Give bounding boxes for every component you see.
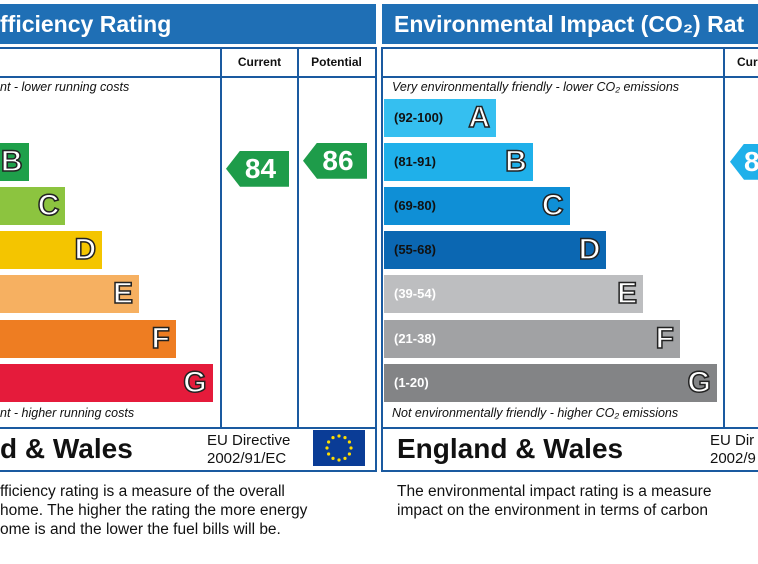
co2-desc-line2: impact on the environment in terms of ca… bbox=[397, 502, 709, 519]
energy-col-divider-2 bbox=[297, 47, 299, 428]
co2-band-letter: F bbox=[655, 321, 675, 356]
co2-band-letter: G bbox=[687, 365, 712, 400]
eu-star bbox=[337, 434, 341, 438]
co2-band-letter: D bbox=[578, 232, 601, 267]
energy-current-arrow: 84 bbox=[226, 150, 289, 187]
energy-header-rule bbox=[0, 76, 376, 78]
energy-band-letter: F bbox=[151, 321, 171, 356]
energy-band-letter: E bbox=[112, 277, 134, 312]
energy-band-d: D bbox=[0, 231, 103, 270]
co2-band-letter: C bbox=[541, 188, 564, 223]
energy-bottom-note: nt - higher running costs bbox=[0, 406, 135, 420]
co2-band-range: (1-20) bbox=[394, 374, 429, 390]
co2-band-range: (81-91) bbox=[394, 153, 436, 169]
energy-desc-line3: ome is and the lower the fuel bills will… bbox=[0, 521, 281, 538]
energy-band-f: F bbox=[0, 319, 176, 358]
co2-rating-title: Environmental Impact (CO₂) Rat bbox=[382, 4, 758, 44]
co2-top-note: Very environmentally friendly - lower CO… bbox=[392, 80, 680, 94]
energy-directive: EU Directive 2002/91/EC bbox=[207, 432, 290, 468]
co2-band-letter: B bbox=[504, 144, 527, 179]
energy-band-b: B bbox=[0, 142, 29, 181]
co2-current-header: Cur bbox=[737, 55, 758, 69]
co2-chart-clip: Cur bbox=[381, 47, 758, 473]
co2-band-range: (55-68) bbox=[394, 242, 436, 258]
energy-chart-frame bbox=[0, 47, 377, 472]
energy-band-letter: C bbox=[37, 188, 60, 223]
eu-stars-icon bbox=[325, 434, 353, 462]
eu-flag bbox=[313, 430, 365, 466]
energy-region-label: d & Wales bbox=[0, 433, 133, 464]
energy-footer-rule bbox=[0, 427, 376, 429]
eu-star bbox=[343, 436, 347, 440]
co2-directive-clip: EU Dir 2002/9 bbox=[710, 432, 758, 468]
eu-star bbox=[327, 452, 331, 456]
co2-band-c: (69-80) C bbox=[384, 186, 570, 225]
eu-star bbox=[327, 440, 331, 444]
co2-band-range: (21-38) bbox=[394, 330, 436, 346]
co2-bottom-note: Not environmentally friendly - higher CO… bbox=[392, 406, 679, 420]
energy-directive-line2: 2002/91/EC bbox=[207, 450, 287, 467]
co2-title-text: Environmental Impact (CO₂) Rat bbox=[394, 11, 745, 37]
co2-description: The environmental impact rating is a mea… bbox=[397, 482, 711, 520]
co2-col-divider bbox=[723, 47, 725, 428]
co2-band-a: (92-100) A bbox=[384, 98, 496, 137]
energy-potential-header: Potential bbox=[311, 55, 362, 69]
energy-rating-title: fficiency Rating bbox=[0, 4, 376, 44]
eu-star bbox=[331, 456, 335, 460]
eu-star bbox=[347, 452, 351, 456]
co2-band-range: (69-80) bbox=[394, 197, 436, 213]
energy-desc-line2: home. The higher the rating the more ene… bbox=[0, 502, 308, 519]
co2-band-range: (39-54) bbox=[394, 286, 436, 302]
co2-directive-line2: 2002/9 bbox=[710, 450, 756, 467]
eu-star bbox=[343, 456, 347, 460]
eu-star bbox=[349, 446, 353, 450]
eu-star bbox=[331, 436, 335, 440]
energy-description: fficiency rating is a measure of the ove… bbox=[0, 482, 307, 539]
energy-band-c: C bbox=[0, 186, 66, 225]
co2-band-f: (21-38) F bbox=[384, 319, 680, 358]
co2-band-b: (81-91) B bbox=[384, 142, 533, 181]
energy-potential-arrow: 86 bbox=[303, 142, 367, 179]
energy-col-divider-1 bbox=[220, 47, 222, 428]
energy-desc-line1: fficiency rating is a measure of the ove… bbox=[0, 483, 285, 500]
co2-band-range: (92-100) bbox=[394, 109, 444, 125]
co2-band-d: (55-68) D bbox=[384, 231, 607, 270]
co2-band-e: (39-54) E bbox=[384, 275, 644, 314]
co2-region-label: England & Wales bbox=[397, 433, 624, 464]
co2-band-letter: A bbox=[468, 100, 491, 135]
energy-directive-line1: EU Directive bbox=[207, 432, 291, 449]
eu-star bbox=[347, 440, 351, 444]
energy-band-letter: B bbox=[0, 144, 23, 179]
eu-star bbox=[337, 458, 341, 462]
energy-band-letter: D bbox=[74, 232, 97, 267]
energy-top-note: nt - lower running costs bbox=[0, 80, 130, 94]
co2-band-letter: E bbox=[616, 277, 638, 312]
co2-header-rule bbox=[381, 76, 758, 78]
co2-directive-line1: EU Dir bbox=[710, 432, 755, 449]
energy-title-text: fficiency Rating bbox=[0, 11, 172, 37]
co2-chart-frame bbox=[381, 47, 758, 472]
co2-directive: EU Dir 2002/9 bbox=[710, 432, 756, 468]
co2-footer-rule bbox=[381, 427, 758, 429]
eu-star bbox=[325, 446, 329, 450]
co2-band-g: (1-20) G bbox=[384, 363, 717, 402]
energy-band-e: E bbox=[0, 275, 139, 314]
energy-band-g: G bbox=[0, 363, 213, 402]
energy-current-header: Current bbox=[237, 55, 282, 69]
energy-band-letter: G bbox=[182, 365, 207, 400]
co2-desc-line1: The environmental impact rating is a mea… bbox=[397, 483, 712, 500]
